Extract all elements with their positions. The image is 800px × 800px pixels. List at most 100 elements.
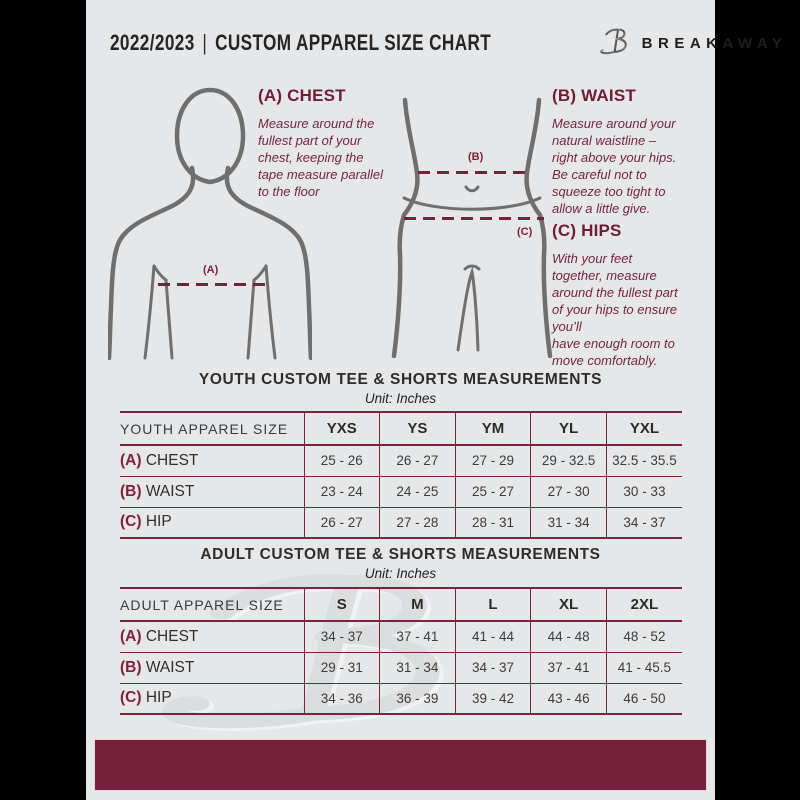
table-row: (A) CHEST 34 - 37 37 - 41 41 - 44 44 - 4… bbox=[120, 621, 682, 652]
row-name: CHEST bbox=[145, 451, 199, 469]
row-letter: (B) bbox=[120, 482, 142, 500]
row-label: (A) CHEST bbox=[120, 445, 304, 476]
table-cell: 29 - 32.5 bbox=[530, 445, 607, 476]
row-letter: (B) bbox=[120, 658, 142, 676]
waist-dashed-line bbox=[418, 171, 531, 174]
youth-size-label-header: YOUTH APPAREL SIZE bbox=[120, 420, 289, 437]
table-cell: 39 - 42 bbox=[454, 683, 531, 714]
row-label: (C) HIP bbox=[120, 683, 304, 714]
table-row: (C) HIP 26 - 27 27 - 28 28 - 31 31 - 34 … bbox=[120, 507, 682, 538]
edition-year: 2022/2023 bbox=[110, 30, 195, 55]
table-cell: 34 - 37 bbox=[303, 621, 380, 652]
table-cell: 37 - 41 bbox=[530, 652, 607, 683]
adult-table-unit: Unit: Inches bbox=[364, 566, 437, 581]
chest-line-label: (A) bbox=[203, 264, 219, 276]
table-cell: 23 - 24 bbox=[303, 476, 380, 507]
row-name: HIP bbox=[145, 513, 172, 531]
table-cell: 27 - 29 bbox=[454, 445, 531, 476]
row-label: (A) CHEST bbox=[120, 621, 304, 652]
column-header: 2XL bbox=[605, 588, 682, 621]
size-chart-document: 2022/2023 | CUSTOM APPAREL SIZE CHART bbox=[86, 0, 782, 800]
adult-size-table: ADULT APPAREL SIZE S M L XL 2XL (A) CHES… bbox=[120, 587, 682, 715]
row-label: (C) HIP bbox=[120, 507, 304, 538]
footer-bar bbox=[95, 740, 706, 790]
row-name: WAIST bbox=[145, 658, 195, 676]
chest-instructions-body: Measure around the fullest part of your … bbox=[258, 116, 384, 199]
column-header: M bbox=[379, 588, 456, 621]
adult-table-title: ADULT CUSTOM TEE & SHORTS MEASUREMENTS bbox=[200, 546, 601, 563]
column-header: S bbox=[303, 588, 380, 621]
column-header: YXS bbox=[303, 412, 380, 445]
chest-instructions-heading: (A) CHEST bbox=[258, 86, 346, 105]
page-title: 2022/2023 | CUSTOM APPAREL SIZE CHART bbox=[110, 30, 491, 56]
table-cell: 41 - 44 bbox=[454, 621, 531, 652]
row-letter: (C) bbox=[120, 689, 142, 707]
document-header: 2022/2023 | CUSTOM APPAREL SIZE CHART bbox=[110, 22, 782, 64]
hips-instructions-body: With your feet together, measure around … bbox=[552, 251, 678, 368]
hips-instructions: (C) HIPS With your feet together, measur… bbox=[552, 221, 707, 369]
column-header: YL bbox=[530, 412, 607, 445]
table-cell: 27 - 30 bbox=[530, 476, 607, 507]
youth-size-table: YOUTH APPAREL SIZE YXS YS YM YL YXL (A) … bbox=[120, 411, 682, 539]
table-cell: 25 - 27 bbox=[454, 476, 531, 507]
table-cell: 36 - 39 bbox=[379, 683, 456, 714]
table-cell: 34 - 37 bbox=[454, 652, 531, 683]
table-cell: 48 - 52 bbox=[605, 621, 682, 652]
chest-instructions: (A) CHEST Measure around the fullest par… bbox=[258, 86, 420, 200]
table-cell: 24 - 25 bbox=[379, 476, 456, 507]
waist-hips-outline-figure-icon bbox=[386, 80, 558, 363]
waist-instructions-body: Measure around your natural waistline – … bbox=[552, 116, 677, 216]
table-cell: 27 - 28 bbox=[379, 507, 456, 538]
waist-line-label: (B) bbox=[468, 151, 484, 163]
table-cell: 30 - 33 bbox=[605, 476, 682, 507]
table-cell: 37 - 41 bbox=[379, 621, 456, 652]
hips-instructions-heading: (C) HIPS bbox=[552, 221, 622, 240]
table-cell: 31 - 34 bbox=[530, 507, 607, 538]
waist-instructions: (B) WAIST Measure around your natural wa… bbox=[552, 86, 707, 217]
adult-size-label-header: ADULT APPAREL SIZE bbox=[120, 596, 284, 613]
row-label: (B) WAIST bbox=[120, 476, 304, 507]
brand-lockup: BREAKAWAY bbox=[599, 22, 788, 65]
table-cell: 46 - 50 bbox=[605, 683, 682, 714]
chest-dashed-line bbox=[158, 283, 272, 286]
title-separator: | bbox=[202, 30, 208, 55]
waist-instructions-heading: (B) WAIST bbox=[552, 86, 636, 105]
hips-dashed-line bbox=[404, 217, 544, 220]
table-row: (B) WAIST 29 - 31 31 - 34 34 - 37 37 - 4… bbox=[120, 652, 682, 683]
column-header: XL bbox=[530, 588, 607, 621]
breakaway-b-logo-icon bbox=[599, 22, 633, 65]
youth-table-unit: Unit: Inches bbox=[364, 391, 437, 406]
table-cell: 25 - 26 bbox=[303, 445, 380, 476]
table-cell: 32.5 - 35.5 bbox=[605, 445, 682, 476]
title-text: CUSTOM APPAREL SIZE CHART bbox=[215, 30, 492, 55]
table-row: (C) HIP 34 - 36 36 - 39 39 - 42 43 - 46 … bbox=[120, 683, 682, 714]
row-letter: (A) bbox=[120, 627, 142, 645]
table-cell: 44 - 48 bbox=[530, 621, 607, 652]
table-row: (A) CHEST 25 - 26 26 - 27 27 - 29 29 - 3… bbox=[120, 445, 682, 476]
column-header: YXL bbox=[605, 412, 682, 445]
row-label: (B) WAIST bbox=[120, 652, 304, 683]
brand-name: BREAKAWAY bbox=[641, 34, 788, 52]
table-cell: 28 - 31 bbox=[454, 507, 531, 538]
table-cell: 26 - 27 bbox=[379, 445, 456, 476]
row-name: CHEST bbox=[145, 627, 199, 645]
row-name: WAIST bbox=[145, 482, 195, 500]
table-header-row: YOUTH APPAREL SIZE YXS YS YM YL YXL bbox=[120, 412, 682, 445]
column-header: L bbox=[454, 588, 531, 621]
column-header: YS bbox=[379, 412, 456, 445]
table-header-row: ADULT APPAREL SIZE S M L XL 2XL bbox=[120, 588, 682, 621]
table-row: (B) WAIST 23 - 24 24 - 25 25 - 27 27 - 3… bbox=[120, 476, 682, 507]
row-name: HIP bbox=[145, 689, 172, 707]
table-cell: 29 - 31 bbox=[303, 652, 380, 683]
hips-line-label: (C) bbox=[517, 226, 533, 238]
table-cell: 34 - 36 bbox=[303, 683, 380, 714]
column-header: YM bbox=[454, 412, 531, 445]
table-cell: 26 - 27 bbox=[303, 507, 380, 538]
youth-table-title: YOUTH CUSTOM TEE & SHORTS MEASUREMENTS bbox=[198, 371, 603, 388]
row-letter: (A) bbox=[120, 451, 142, 469]
table-cell: 31 - 34 bbox=[379, 652, 456, 683]
torso-outline-figure-icon bbox=[106, 82, 314, 365]
table-cell: 41 - 45.5 bbox=[605, 652, 682, 683]
table-cell: 34 - 37 bbox=[605, 507, 682, 538]
table-cell: 43 - 46 bbox=[530, 683, 607, 714]
